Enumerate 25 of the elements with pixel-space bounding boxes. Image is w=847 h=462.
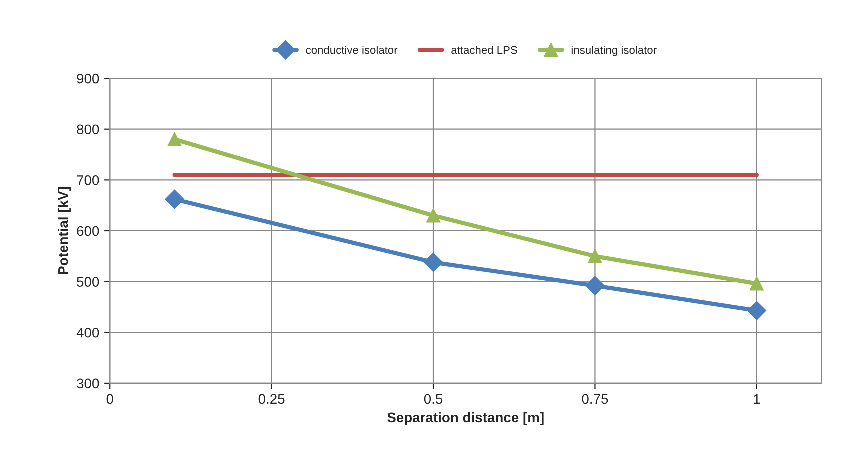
point <box>750 276 764 291</box>
y-tick-label: 700 <box>77 176 100 186</box>
point <box>747 301 766 320</box>
point <box>168 132 182 146</box>
y-tick-label: 800 <box>77 124 100 135</box>
x-tick-label: 0.75 <box>582 394 608 404</box>
y-tick-label: 900 <box>77 74 100 84</box>
legend-label: conductive isolator <box>306 46 398 54</box>
point <box>586 276 605 296</box>
y-tick-label: 600 <box>77 226 100 236</box>
x-axis-title: Separation distance [m] <box>388 412 544 426</box>
legend-label: insulating isolator <box>572 46 657 56</box>
y-tick-label: 400 <box>76 328 100 338</box>
x-tick-label: 1 <box>754 394 760 404</box>
point <box>588 249 602 264</box>
point <box>426 208 440 223</box>
y-tick-label: 300 <box>77 378 100 389</box>
x-tick-label: 0.5 <box>424 394 443 404</box>
point <box>165 190 184 210</box>
y-axis-title: Potential [kV] <box>58 187 71 274</box>
x-tick-label: 0.25 <box>258 394 285 404</box>
point <box>424 252 444 272</box>
y-tick-label: 500 <box>77 277 100 287</box>
legend-label: attached LPS <box>452 46 518 54</box>
x-tick-label: 0 <box>106 394 114 404</box>
